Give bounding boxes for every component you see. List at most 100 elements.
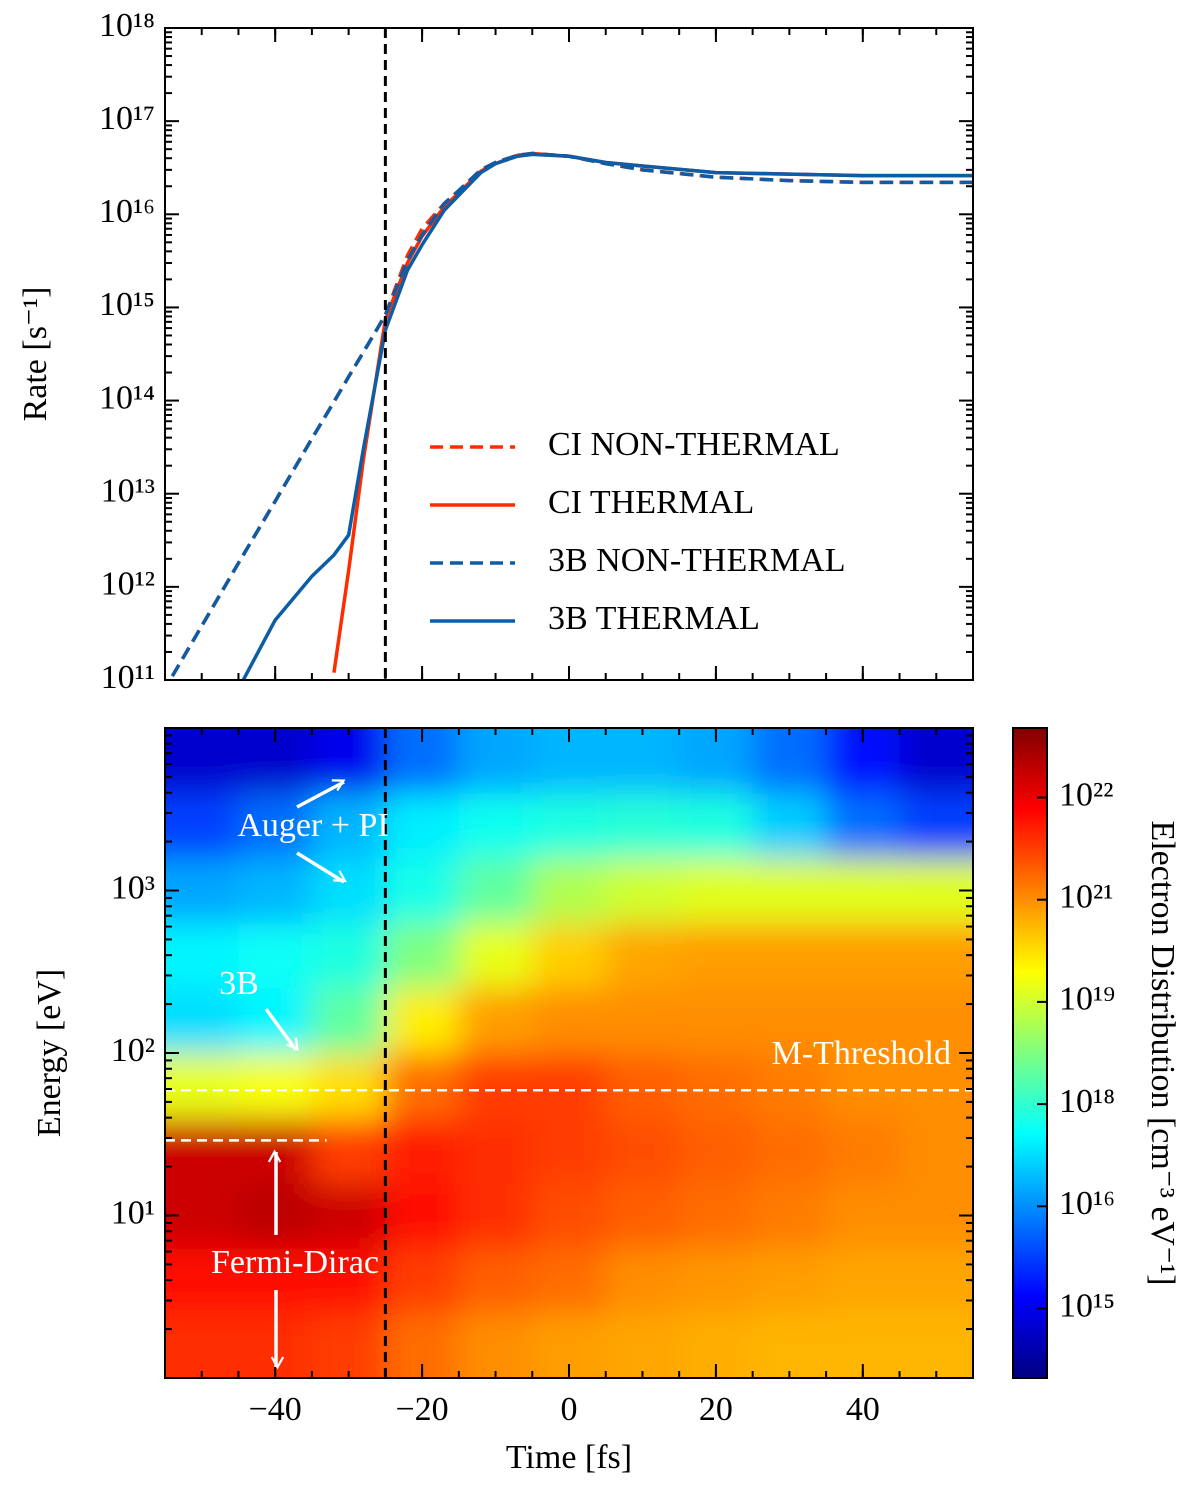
heatmap-cell <box>385 858 460 924</box>
legend-label: CI NON-THERMAL <box>548 426 840 463</box>
heatmap-cell <box>752 728 827 794</box>
heatmap-cell <box>605 858 680 924</box>
colorbar-tick-label: 10²¹ <box>1059 878 1113 915</box>
annotation-text: Auger + PI <box>237 807 388 844</box>
legend-label: CI THERMAL <box>548 484 754 521</box>
heatmap-cell <box>899 1312 973 1378</box>
heatmap-cell <box>752 1118 827 1184</box>
arrow <box>264 1007 299 1052</box>
annotation-text: 3B <box>219 965 259 1002</box>
heatmap-cell <box>458 987 533 1054</box>
heatmap-cell <box>311 728 386 794</box>
heatmap-cell <box>238 858 313 924</box>
heatmap-cell <box>899 1183 973 1249</box>
series-line <box>241 152 973 680</box>
y-tick-label: 10¹² <box>101 566 155 603</box>
heatmap-cell <box>679 858 754 924</box>
heatmap-cell <box>899 1247 973 1313</box>
heatmap-cell <box>532 1052 607 1119</box>
heatmap-cell <box>605 922 680 988</box>
heatmap-cell <box>165 1118 239 1184</box>
heatmap-cell <box>605 1312 680 1378</box>
heatmap-cell <box>311 922 386 988</box>
heatmap-cell <box>165 793 239 859</box>
y-axis-label: Energy [eV] <box>31 969 68 1137</box>
y-tick-label: 10¹⁸ <box>99 7 155 44</box>
heatmap-cell <box>752 793 827 859</box>
legend-label: 3B NON-THERMAL <box>548 542 845 579</box>
y-tick-label: 10¹⁵ <box>99 286 155 323</box>
y-tick-label: 10¹³ <box>101 473 155 510</box>
heatmap-cell <box>532 858 607 924</box>
heatmap-cell <box>532 793 607 859</box>
heatmap-cell <box>238 1052 313 1119</box>
heatmap-cell <box>311 987 386 1054</box>
axes-layer: 10¹¹ 10¹² 10¹³ 10¹⁴ 10¹⁵ 10¹⁶ 10¹⁷ 10¹⁸ Rate [s⁻… <box>17 7 1181 1476</box>
heatmap-cell <box>458 728 533 794</box>
y-tick-label: 10³ <box>111 869 155 906</box>
heatmap-cell <box>385 922 460 988</box>
heatmap-cell <box>679 1183 754 1249</box>
heatmap-cell <box>679 793 754 859</box>
heatmap-cell <box>532 1183 607 1249</box>
series-line <box>170 151 973 678</box>
y-tick-label: 10¹⁶ <box>99 193 155 230</box>
y-tick-label: 10¹ <box>111 1194 155 1231</box>
heatmap-cell <box>826 1183 901 1249</box>
heatmap-cell <box>165 1312 239 1378</box>
y-tick-label: 10¹¹ <box>101 659 155 696</box>
heatmap-cell <box>679 1247 754 1313</box>
heatmap-cell <box>826 793 901 859</box>
axes-frame <box>164 27 974 681</box>
heatmap-cell <box>165 1052 239 1119</box>
heatmap-cell <box>311 1183 386 1249</box>
heatmap-cell <box>605 728 680 794</box>
annotations: Auger + PI 3B Fermi-Dirac <box>211 779 389 1370</box>
heatmap-cell <box>605 1052 680 1119</box>
heatmap-cell <box>899 1118 973 1184</box>
x-tick-label: 40 <box>846 1391 880 1428</box>
heatmap-cell <box>311 1312 386 1378</box>
heatmap-cell <box>458 793 533 859</box>
heatmap-cell <box>679 1052 754 1119</box>
heatmap-cell <box>532 1247 607 1313</box>
x-axis-label: Time [fs] <box>506 1439 632 1476</box>
heatmap-cell <box>752 1247 827 1313</box>
colorbar-tick-label: 10¹⁶ <box>1059 1185 1115 1222</box>
heatmap-cell <box>165 728 239 794</box>
y-axis-label: Rate [s⁻¹] <box>17 287 54 422</box>
heatmap-cell <box>458 1118 533 1184</box>
y-tick-label: 10² <box>111 1032 155 1069</box>
heatmap-cell <box>752 922 827 988</box>
threshold-label: M-Threshold <box>772 1035 951 1072</box>
heatmap-cell <box>899 987 973 1054</box>
heatmap-cell <box>752 1312 827 1378</box>
heatmap-cell <box>532 1118 607 1184</box>
heatmap-cell <box>605 1183 680 1249</box>
heatmap-cell <box>605 793 680 859</box>
heatmap-cell <box>458 858 533 924</box>
heatmap-cell <box>826 1247 901 1313</box>
heatmap-cell <box>826 922 901 988</box>
heatmap-cell <box>826 987 901 1054</box>
heatmap-cell <box>899 728 973 794</box>
heatmap-cell <box>165 922 239 988</box>
heatmap-cell <box>899 922 973 988</box>
heatmap-cell <box>458 1052 533 1119</box>
colorbar-label: Electron Distribution [cm⁻³ eV⁻¹] <box>1144 820 1181 1285</box>
heatmap-cell <box>311 1052 386 1119</box>
heatmap-cell <box>385 1183 460 1249</box>
colorbar-tick-label: 10²² <box>1059 776 1113 813</box>
heatmap-cell <box>385 987 460 1054</box>
heatmap-cell <box>679 987 754 1054</box>
heatmap-cell <box>899 858 973 924</box>
x-tick-label: 0 <box>561 1391 578 1428</box>
y-tick-label: 10¹⁷ <box>99 100 155 137</box>
heatmap-cell <box>752 1183 827 1249</box>
heatmap-cell <box>679 922 754 988</box>
heatmap-cell <box>385 1247 460 1313</box>
colorbar-tick-label: 10¹⁵ <box>1059 1287 1115 1324</box>
heatmap-cell <box>899 1052 973 1119</box>
heatmap-cell <box>752 987 827 1054</box>
